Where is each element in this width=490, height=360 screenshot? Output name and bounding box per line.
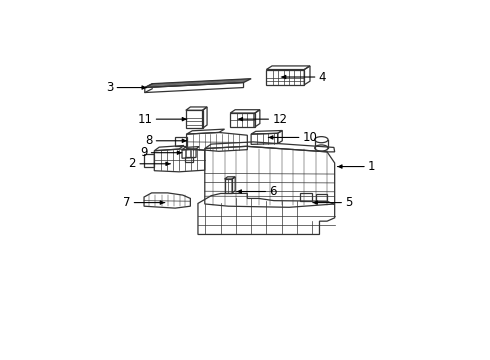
Text: 5: 5 bbox=[345, 196, 353, 209]
Text: 1: 1 bbox=[368, 160, 376, 173]
Text: 9: 9 bbox=[140, 146, 147, 159]
Text: 4: 4 bbox=[318, 71, 326, 84]
Text: 3: 3 bbox=[106, 81, 113, 94]
Text: 12: 12 bbox=[272, 113, 288, 126]
Text: 6: 6 bbox=[270, 185, 277, 198]
Text: 11: 11 bbox=[137, 113, 152, 126]
Text: 7: 7 bbox=[123, 196, 130, 209]
Text: 10: 10 bbox=[303, 131, 318, 144]
Text: 2: 2 bbox=[128, 157, 136, 170]
Text: 8: 8 bbox=[145, 134, 152, 147]
